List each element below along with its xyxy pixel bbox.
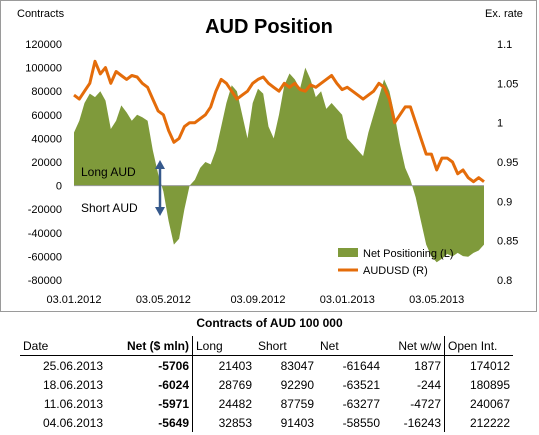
cell-net-ww: 1877 xyxy=(414,358,441,373)
left-axis-tick-label: 20000 xyxy=(31,157,62,169)
cell-short: 92290 xyxy=(280,377,314,392)
right-axis-tick-label: 0.85 xyxy=(497,236,518,248)
cell-date: 18.06.2013 xyxy=(42,377,103,392)
cell-net-ww: -16243 xyxy=(403,415,441,430)
cell-short: 87759 xyxy=(280,396,314,411)
x-axis-tick-label: 03.05.2012 xyxy=(136,294,191,306)
table-row: 18.06.2013 -6024 28769 92290 -63521 -244… xyxy=(20,375,513,394)
short-aud-annotation: Short AUD xyxy=(81,201,138,215)
chart-frame: 120000 100000 80000 60000 40000 20000 0 -20000 -… xyxy=(0,0,537,312)
cell-net: -63277 xyxy=(342,396,380,411)
left-axis-tick-label: -20000 xyxy=(28,204,62,216)
right-axis-tick-label: 1.05 xyxy=(497,78,518,90)
long-aud-annotation: Long AUD xyxy=(81,165,136,179)
x-axis-tick-label: 03.01.2012 xyxy=(46,294,101,306)
col-header-net-ww: Net w/w xyxy=(383,336,445,356)
table-row: 25.06.2013 -5706 21403 83047 -61644 1877… xyxy=(20,355,513,375)
audusd-line xyxy=(73,59,485,184)
col-header-net-usd: Net ($ mln) xyxy=(106,336,193,356)
table-row: 04.06.2013 -5649 32853 91403 -58550 -162… xyxy=(20,413,513,432)
right-axis-tick-label: 0.9 xyxy=(497,196,512,208)
cell-net-usd: -5971 xyxy=(158,396,189,411)
left-axis-tick-label: 60000 xyxy=(31,110,62,122)
x-axis-tick-label: 03.05.2013 xyxy=(409,294,464,306)
cell-long: 32853 xyxy=(192,413,255,432)
cell-date: 25.06.2013 xyxy=(42,358,103,373)
legend-label-audusd: AUDUSD (R) xyxy=(363,265,428,277)
cell-net: -58550 xyxy=(342,415,380,430)
cell-short: 91403 xyxy=(280,415,314,430)
cell-open-interest: 180895 xyxy=(444,375,513,394)
right-axis-tick-label: 1.1 xyxy=(497,39,512,51)
col-header-long: Long xyxy=(192,336,255,356)
cell-net-usd: -6024 xyxy=(158,377,189,392)
right-axis-label: Ex. rate xyxy=(485,8,523,20)
left-axis-tick-label: -60000 xyxy=(28,251,62,263)
right-axis-tick-label: 0.95 xyxy=(497,157,518,169)
cell-short: 83047 xyxy=(280,358,314,373)
legend: Net Positioning (L) AUDUSD (R) xyxy=(338,248,454,277)
left-axis-label: Contracts xyxy=(17,8,65,20)
cell-net: -63521 xyxy=(342,377,380,392)
legend-swatch-net-positioning xyxy=(338,248,358,257)
cell-open-interest: 174012 xyxy=(444,355,513,375)
left-axis-tick-label: 80000 xyxy=(31,86,62,98)
right-axis-tick-label: 0.8 xyxy=(497,275,512,287)
cell-net: -61644 xyxy=(342,358,380,373)
chart-title: AUD Position xyxy=(205,16,333,38)
left-axis-tick-label: 40000 xyxy=(31,133,62,145)
net-positioning-area xyxy=(74,67,484,263)
table-row: 11.06.2013 -5971 24482 87759 -63277 -472… xyxy=(20,394,513,413)
left-axis-tick-label: 120000 xyxy=(25,39,62,51)
right-axis-tick-label: 1 xyxy=(497,118,503,130)
cell-long: 28769 xyxy=(192,375,255,394)
left-axis-tick-label: 100000 xyxy=(25,63,62,75)
col-header-open-interest: Open Int. xyxy=(444,336,513,356)
left-axis-tick-label: 0 xyxy=(56,181,62,193)
cell-net-usd: -5649 xyxy=(158,415,189,430)
col-header-short: Short xyxy=(255,336,317,356)
x-axis-tick-label: 03.01.2013 xyxy=(320,294,375,306)
cell-open-interest: 240067 xyxy=(444,394,513,413)
left-axis-tick-label: -80000 xyxy=(28,275,62,287)
long-short-arrow xyxy=(155,160,165,216)
cell-net-ww: -244 xyxy=(416,377,441,392)
positions-table: Date Net ($ mln) Long Short Net Net w/w … xyxy=(20,336,513,432)
aud-position-chart: 120000 100000 80000 60000 40000 20000 0 -20000 -… xyxy=(17,8,523,306)
left-axis-tick-label: -40000 xyxy=(28,228,62,240)
legend-label-net-positioning: Net Positioning (L) xyxy=(363,248,454,260)
cell-net-usd: -5706 xyxy=(158,358,189,373)
cell-long: 24482 xyxy=(192,394,255,413)
x-axis-tick-label: 03.09.2012 xyxy=(230,294,285,306)
cell-open-interest: 212222 xyxy=(444,413,513,432)
table-title: Contracts of AUD 100 000 xyxy=(196,316,343,330)
col-header-date: Date xyxy=(20,336,106,356)
cell-date: 11.06.2013 xyxy=(43,396,103,411)
cell-net-ww: -4727 xyxy=(410,396,441,411)
cell-long: 21403 xyxy=(192,355,255,375)
cell-date: 04.06.2013 xyxy=(42,415,103,430)
col-header-net: Net xyxy=(317,336,383,356)
